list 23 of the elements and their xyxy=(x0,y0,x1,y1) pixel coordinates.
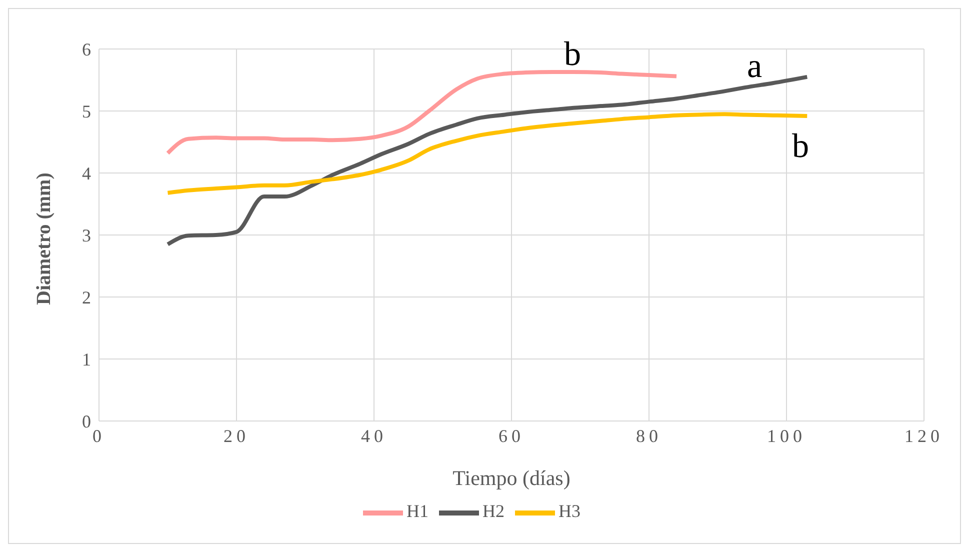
y-tick-label: 5 xyxy=(82,101,91,122)
annotation: b xyxy=(564,36,581,73)
line-series xyxy=(166,112,810,195)
y-tick-label: 2 xyxy=(82,287,91,308)
y-tick-label: 4 xyxy=(82,163,91,184)
annotation: a xyxy=(747,48,762,85)
y-tick-label: 1 xyxy=(82,349,91,370)
y-axis-title: Diametro (mm) xyxy=(33,172,56,305)
line-series xyxy=(166,70,678,156)
x-tick-label: 40 xyxy=(361,426,387,446)
legend-label: H1 xyxy=(406,501,428,522)
y-tick-label: 0 xyxy=(82,411,91,432)
x-tick-label: 120 xyxy=(904,426,944,446)
legend-label: H3 xyxy=(558,501,580,522)
x-tick-label: 100 xyxy=(767,426,806,446)
x-tick-label: 60 xyxy=(498,426,524,446)
x-tick-label: 20 xyxy=(224,426,250,446)
annotation: b xyxy=(792,128,809,165)
x-axis-title: Tiempo (días) xyxy=(452,466,570,490)
x-tick-label: 80 xyxy=(636,426,662,446)
y-tick-label: 6 xyxy=(82,39,91,60)
y-tick-label: 3 xyxy=(82,225,91,246)
legend-label: H2 xyxy=(482,501,504,522)
